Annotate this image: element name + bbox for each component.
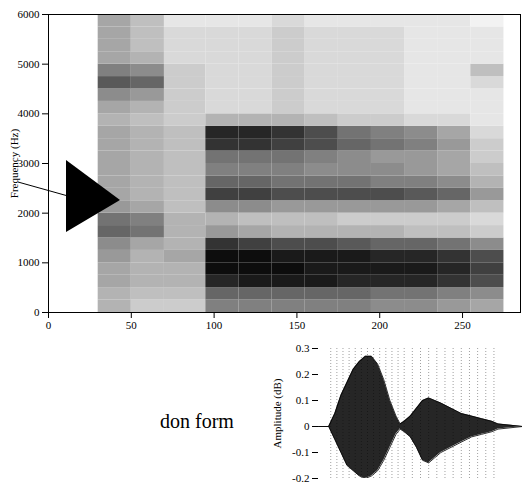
svg-text:Amplitude (dB): Amplitude (dB) [271,378,284,448]
svg-text:200: 200 [371,319,388,331]
svg-text:0.2: 0.2 [296,368,310,380]
svg-text:6000: 6000 [18,8,41,20]
svg-text:150: 150 [289,319,306,331]
svg-text:50: 50 [126,319,138,331]
svg-text:0: 0 [46,319,52,331]
svg-text:0: 0 [34,306,40,318]
svg-text:5000: 5000 [18,58,41,70]
svg-text:2000: 2000 [18,207,41,219]
svg-text:4000: 4000 [18,107,41,119]
svg-text:0.1: 0.1 [296,394,310,406]
svg-text:1000: 1000 [18,256,41,268]
svg-text:250: 250 [454,319,471,331]
svg-text:-0.2: -0.2 [292,472,309,484]
html-text:don form: don form [160,410,234,432]
svg-text:-0.1: -0.1 [292,446,309,458]
svg-text:0: 0 [304,420,310,432]
svg-text:Frequency (Hz): Frequency (Hz) [8,129,21,199]
svg-text:3000: 3000 [18,157,41,169]
svg-text:100: 100 [206,319,223,331]
svg-text:0.3: 0.3 [296,342,310,354]
